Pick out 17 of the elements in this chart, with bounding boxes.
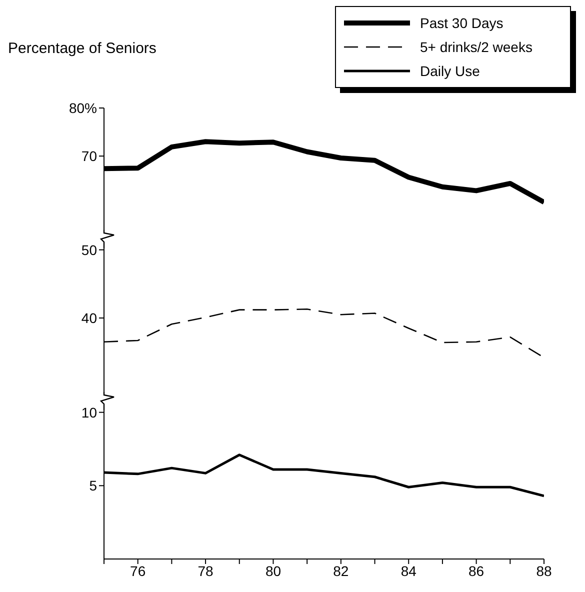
- text: 5+ drinks/2 weeks: [420, 39, 532, 55]
- x-tick-label: 88: [536, 562, 552, 579]
- legend-label: Past 30 Days: [420, 15, 504, 31]
- y-tick-label: 40: [81, 310, 98, 326]
- y-tick-label: 5: [89, 478, 98, 494]
- y-tick-label: 80%: [68, 100, 97, 116]
- x-tick-label: 78: [198, 562, 214, 579]
- x-tick-label: 84: [400, 562, 417, 579]
- x-tick-label: 86: [468, 562, 484, 579]
- x-tick-label: 76: [130, 562, 146, 579]
- y-axis-title: Percentage of Seniors: [8, 40, 156, 57]
- text: Daily Use: [420, 63, 480, 79]
- y-tick-label: 10: [81, 404, 98, 420]
- y-tick-label: 50: [81, 242, 98, 258]
- x-tick-label: 82: [333, 562, 349, 579]
- x-tick-label: 80: [265, 562, 282, 579]
- y-tick-label: 70: [81, 148, 98, 164]
